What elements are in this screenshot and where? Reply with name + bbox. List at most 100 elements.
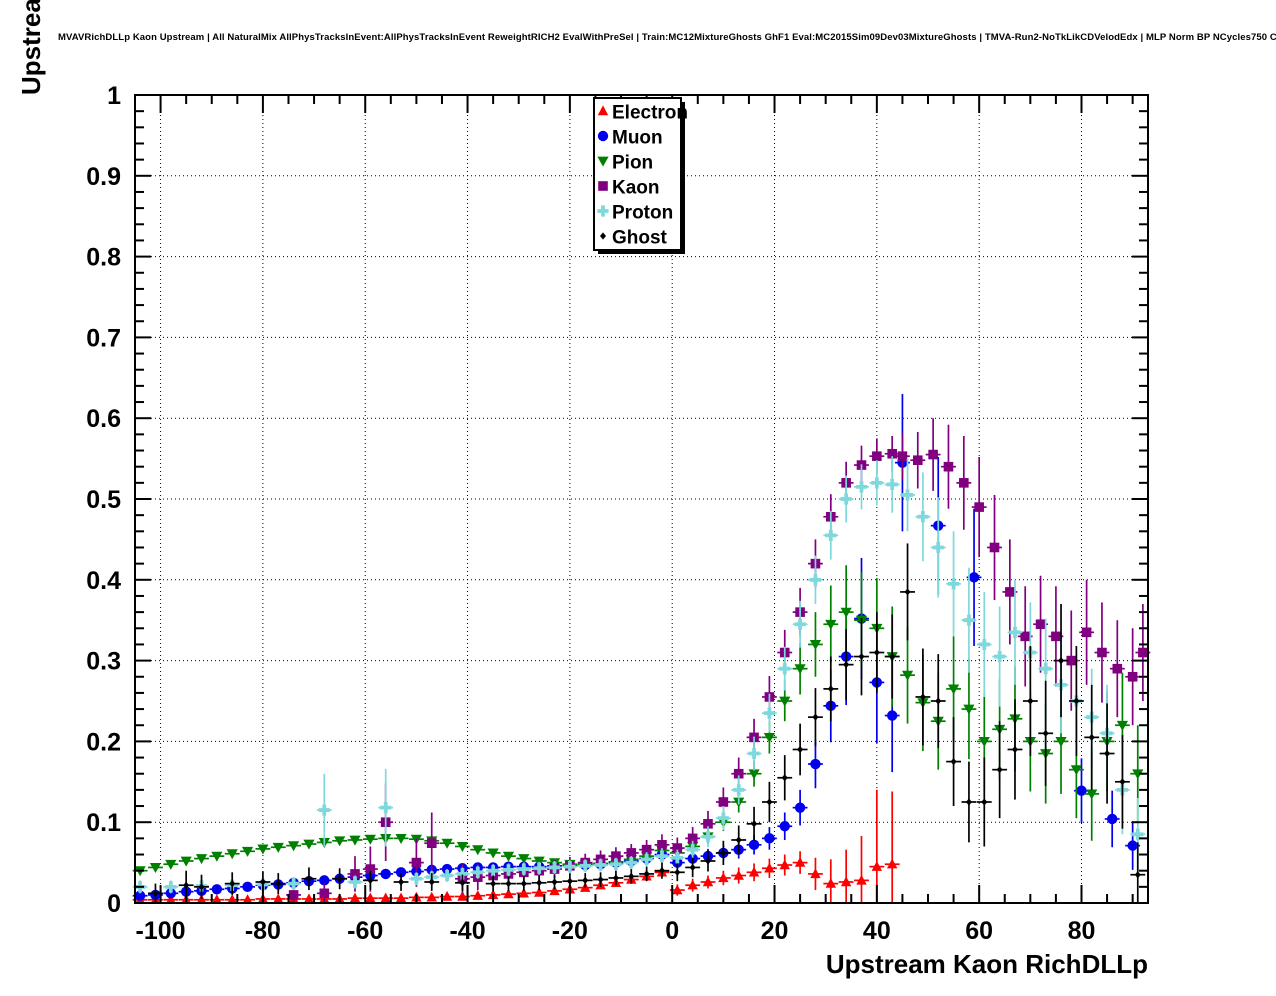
y-tick-label: 0.1 (86, 809, 121, 837)
legend-item-muon[interactable]: Muon (597, 128, 663, 149)
data-point (717, 812, 729, 824)
data-point (720, 849, 727, 857)
legend-item-kaon[interactable]: Kaon (598, 178, 660, 199)
data-point (582, 876, 589, 884)
data-point (380, 892, 391, 903)
data-point (611, 851, 621, 861)
x-tick-label: -40 (449, 917, 485, 945)
data-point (305, 875, 312, 883)
data-point (226, 849, 238, 860)
data-point (825, 878, 836, 888)
data-point (873, 648, 880, 657)
data-point (703, 819, 713, 829)
legend-label: Ghost (612, 228, 668, 249)
data-point (687, 833, 698, 844)
data-point (705, 857, 712, 865)
y-tick-label: 0 (107, 890, 121, 918)
data-point (671, 852, 683, 864)
legend-label: Electron (612, 103, 688, 124)
data-point (533, 862, 545, 874)
data-point (180, 856, 192, 867)
data-point (947, 684, 960, 695)
data-point (840, 876, 852, 887)
data-point (459, 879, 466, 887)
legend-item-proton[interactable]: Proton (597, 203, 673, 224)
data-point (1055, 737, 1067, 747)
data-point (1073, 697, 1080, 705)
data-point (840, 607, 852, 618)
data-point (472, 890, 483, 900)
data-point (856, 874, 867, 885)
legend-item-pion[interactable]: Pion (597, 153, 653, 174)
y-tick-label: 0.3 (86, 648, 121, 676)
data-point (657, 840, 667, 850)
data-point (764, 862, 775, 873)
data-point (288, 890, 299, 900)
legend-marker-cross-icon (597, 205, 609, 217)
data-point (505, 880, 512, 888)
data-point (626, 848, 637, 858)
x-tick-label: 0 (665, 917, 679, 945)
data-point (518, 863, 530, 875)
data-point (810, 758, 821, 770)
data-point (943, 461, 954, 472)
data-point (303, 839, 315, 850)
series-pion (132, 565, 1146, 877)
data-point (974, 502, 984, 512)
series-electron (132, 789, 900, 904)
data-point (241, 846, 254, 857)
data-point (441, 838, 453, 849)
legend-label: Muon (612, 128, 663, 149)
data-point (195, 854, 208, 865)
data-point (996, 766, 1003, 774)
y-axis-title: Upstream Kaon MVA Output (16, 0, 46, 95)
data-point (272, 842, 284, 853)
data-point (1051, 631, 1061, 642)
data-point (395, 833, 407, 844)
data-point (426, 891, 437, 902)
data-point (334, 836, 346, 847)
data-point (259, 878, 266, 886)
data-point (1127, 840, 1138, 851)
data-point (733, 768, 744, 779)
legend-box[interactable]: Electron Muon Pion Kaon Proton Ghost (593, 97, 688, 254)
data-point (1127, 671, 1138, 682)
data-point (763, 707, 776, 719)
data-point (656, 850, 668, 862)
data-point (487, 865, 499, 877)
data-point (336, 875, 343, 883)
data-point (165, 859, 177, 870)
data-point (889, 652, 896, 661)
legend-label: Pion (612, 153, 653, 174)
data-point (641, 853, 653, 865)
data-point (766, 798, 773, 806)
legend-item-electron[interactable]: Electron (597, 103, 688, 124)
data-point (1076, 785, 1087, 796)
data-point (579, 860, 591, 872)
data-point (365, 864, 376, 874)
data-point (809, 574, 822, 586)
data-point (518, 854, 530, 865)
data-point (564, 861, 576, 873)
data-point (198, 883, 205, 891)
data-point (319, 888, 330, 899)
data-point (411, 857, 422, 868)
data-point (211, 894, 223, 904)
legend-marker-circle-icon (597, 130, 609, 142)
y-tick-label: 1 (107, 82, 121, 110)
data-point (349, 835, 361, 846)
data-point (779, 696, 791, 707)
y-tick-label: 0.5 (86, 486, 121, 514)
legend-item-ghost[interactable]: Ghost (600, 228, 668, 249)
x-tick-label: 40 (863, 917, 891, 945)
data-point (858, 652, 865, 661)
y-tick-label: 0.6 (86, 405, 121, 433)
x-tick-label: -80 (245, 917, 281, 945)
data-point (273, 893, 284, 904)
x-tick-label: 80 (1068, 917, 1096, 945)
data-point (367, 876, 374, 884)
data-point (275, 880, 282, 888)
data-point (349, 876, 361, 888)
